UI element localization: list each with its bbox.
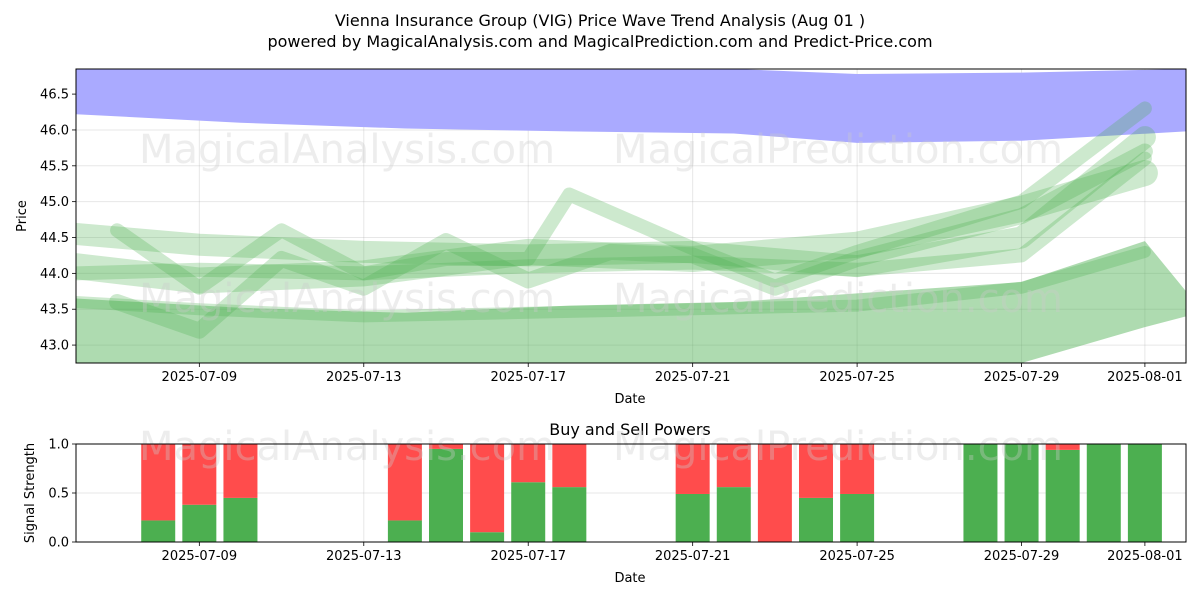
price-y-tick-label: 45.5 xyxy=(40,159,69,174)
sell-bar xyxy=(799,444,833,498)
buy-bar xyxy=(675,493,710,542)
price-x-tick-label: 2025-07-25 xyxy=(819,370,895,385)
price-y-tick-label: 46.0 xyxy=(40,123,69,138)
buy-bar xyxy=(1045,449,1080,542)
chart-subtitle: powered by MagicalAnalysis.com and Magic… xyxy=(267,32,932,51)
signal-x-tick-label: 2025-07-25 xyxy=(819,549,895,564)
upper-price-band xyxy=(76,69,1186,143)
watermark-prediction-mid: MagicalPrediction.com xyxy=(613,276,1063,322)
signal-y-tick-label: 0.5 xyxy=(48,487,69,502)
buy-bar xyxy=(223,497,258,542)
price-wave-line xyxy=(76,160,1158,294)
signal-plot-frame xyxy=(75,443,1187,543)
buy-bar xyxy=(387,520,422,542)
price-plot: MagicalAnalysis.com MagicalPrediction.co… xyxy=(15,68,1187,407)
buy-bar xyxy=(141,520,176,542)
price-wave-line xyxy=(110,101,1152,295)
signal-y-axis-label: Signal Strength xyxy=(23,443,38,543)
price-y-tick-label: 45.0 xyxy=(40,195,69,210)
watermark-analysis-bottom: MagicalAnalysis.com xyxy=(139,424,555,470)
sell-bar xyxy=(511,444,546,483)
price-wave-line xyxy=(109,143,1153,339)
signal-x-tick-label: 2025-07-09 xyxy=(162,549,238,564)
price-watermarks: MagicalAnalysis.com MagicalPrediction.co… xyxy=(139,127,1063,322)
price-wave-line xyxy=(76,126,1156,278)
price-x-tick-label: 2025-07-29 xyxy=(984,370,1060,385)
buy-bar xyxy=(716,487,751,542)
watermark-analysis-top: MagicalAnalysis.com xyxy=(139,127,555,173)
price-x-tick-label: 2025-07-17 xyxy=(490,370,566,385)
buy-bar xyxy=(470,532,505,542)
price-x-tick-label: 2025-07-21 xyxy=(655,370,731,385)
sell-bar xyxy=(757,444,792,542)
watermark-prediction-top: MagicalPrediction.com xyxy=(613,127,1063,173)
buy-bar xyxy=(429,448,463,542)
signal-axes: 2025-07-09 2025-07-13 2025-07-17 2025-07-21… xyxy=(48,438,1187,564)
price-waves xyxy=(76,101,1158,339)
buy-bar xyxy=(840,493,875,542)
price-x-tick-label: 2025-07-13 xyxy=(326,370,402,385)
signal-y-tick-label: 0.0 xyxy=(48,536,69,551)
signal-watermarks: MagicalAnalysis.com MagicalPrediction.co… xyxy=(139,424,1063,470)
buy-bar xyxy=(552,487,587,542)
sell-bar xyxy=(470,444,505,533)
signal-x-tick-label: 2025-07-21 xyxy=(655,549,731,564)
price-y-axis-label: Price xyxy=(15,200,30,232)
signal-y-tick-label: 1.0 xyxy=(48,438,69,453)
sell-bar xyxy=(429,444,463,449)
price-x-tick-label: 2025-08-01 xyxy=(1107,370,1183,385)
price-axes: 2025-07-09 2025-07-13 2025-07-17 2025-07-21… xyxy=(40,68,1187,385)
chart-title: Vienna Insurance Group (VIG) Price Wave … xyxy=(335,11,865,30)
price-y-tick-label: 46.5 xyxy=(40,88,69,103)
price-plot-frame xyxy=(75,68,1187,364)
watermark-prediction-bottom: MagicalPrediction.com xyxy=(613,424,1063,470)
sell-bar xyxy=(716,444,751,488)
signal-x-tick-label: 2025-07-17 xyxy=(490,549,566,564)
sell-bar xyxy=(1045,444,1080,450)
buy-bar xyxy=(1127,444,1162,542)
buy-bar xyxy=(1086,444,1121,542)
buy-bar xyxy=(511,482,546,542)
sell-bar xyxy=(840,444,875,494)
sell-bar xyxy=(675,444,710,494)
buy-bar xyxy=(799,497,833,542)
lower-price-band xyxy=(76,241,1186,363)
price-bands xyxy=(76,69,1186,363)
watermark-analysis-mid: MagicalAnalysis.com xyxy=(139,276,555,322)
buy-bar xyxy=(1004,444,1039,542)
buy-bar xyxy=(963,444,998,542)
sell-bar xyxy=(182,444,217,505)
signal-chart-title: Buy and Sell Powers xyxy=(549,420,711,439)
signal-x-axis-label: Date xyxy=(614,571,645,586)
price-wave-line xyxy=(76,245,1151,323)
signal-x-tick-label: 2025-07-29 xyxy=(984,549,1060,564)
price-y-tick-label: 44.5 xyxy=(40,231,69,246)
sell-bar xyxy=(223,444,258,498)
sell-bar xyxy=(552,444,587,488)
signal-plot: Buy and Sell Powers MagicalAnalysis.com … xyxy=(23,420,1187,586)
price-y-tick-label: 43.5 xyxy=(40,303,69,318)
buy-bar xyxy=(182,504,217,542)
signal-x-tick-label: 2025-07-13 xyxy=(326,549,402,564)
price-y-tick-label: 43.0 xyxy=(40,339,69,354)
sell-bar xyxy=(141,444,176,521)
price-wave-line xyxy=(76,151,1152,281)
price-x-tick-label: 2025-07-09 xyxy=(162,370,238,385)
sell-bar xyxy=(387,444,422,521)
signal-x-tick-label: 2025-08-01 xyxy=(1107,549,1183,564)
price-x-axis-label: Date xyxy=(614,392,645,407)
price-y-tick-label: 44.0 xyxy=(40,267,69,282)
signal-bars xyxy=(141,444,1162,542)
